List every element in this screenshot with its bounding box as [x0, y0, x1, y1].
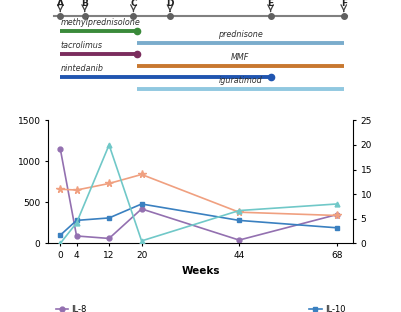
Text: A: A	[57, 0, 64, 8]
Text: methylprednisolone: methylprednisolone	[60, 18, 140, 27]
IL-17A	[107, 143, 111, 147]
Line: IL-10: IL-10	[58, 202, 339, 238]
Text: iguratimod: iguratimod	[218, 76, 262, 85]
X-axis label: Weeks: Weeks	[181, 266, 220, 275]
Text: E: E	[267, 0, 273, 8]
IL-17A	[237, 209, 241, 212]
IL-8	[139, 207, 144, 211]
IL-10	[334, 226, 339, 230]
Text: prednisone: prednisone	[218, 30, 263, 38]
IL-17A	[334, 202, 339, 206]
FER	[107, 182, 111, 185]
Text: tacrolimus: tacrolimus	[60, 41, 102, 50]
FER	[58, 187, 63, 191]
IL-17A	[74, 221, 79, 225]
IL-8	[334, 213, 339, 217]
IL-17A	[58, 241, 63, 245]
FER	[139, 173, 144, 176]
IL-10	[107, 216, 111, 220]
Text: nintedanib: nintedanib	[60, 64, 103, 73]
FER	[334, 214, 339, 217]
IL-10	[237, 218, 241, 222]
Text: B: B	[81, 0, 88, 8]
Text: MMF: MMF	[231, 52, 249, 61]
Text: D: D	[166, 0, 174, 8]
Line: IL-8: IL-8	[58, 147, 339, 242]
FER	[237, 210, 241, 214]
IL-8	[74, 234, 79, 238]
Text: C: C	[130, 0, 137, 8]
Text: F: F	[341, 0, 347, 8]
IL-8	[237, 238, 241, 242]
IL-10	[139, 202, 144, 206]
FER	[74, 188, 79, 192]
IL-10	[74, 218, 79, 222]
Line: IL-17A: IL-17A	[58, 143, 339, 246]
Line: FER: FER	[57, 171, 340, 219]
IL-10	[58, 233, 63, 237]
IL-8	[107, 236, 111, 240]
IL-8	[58, 147, 63, 151]
IL-17A	[139, 239, 144, 243]
